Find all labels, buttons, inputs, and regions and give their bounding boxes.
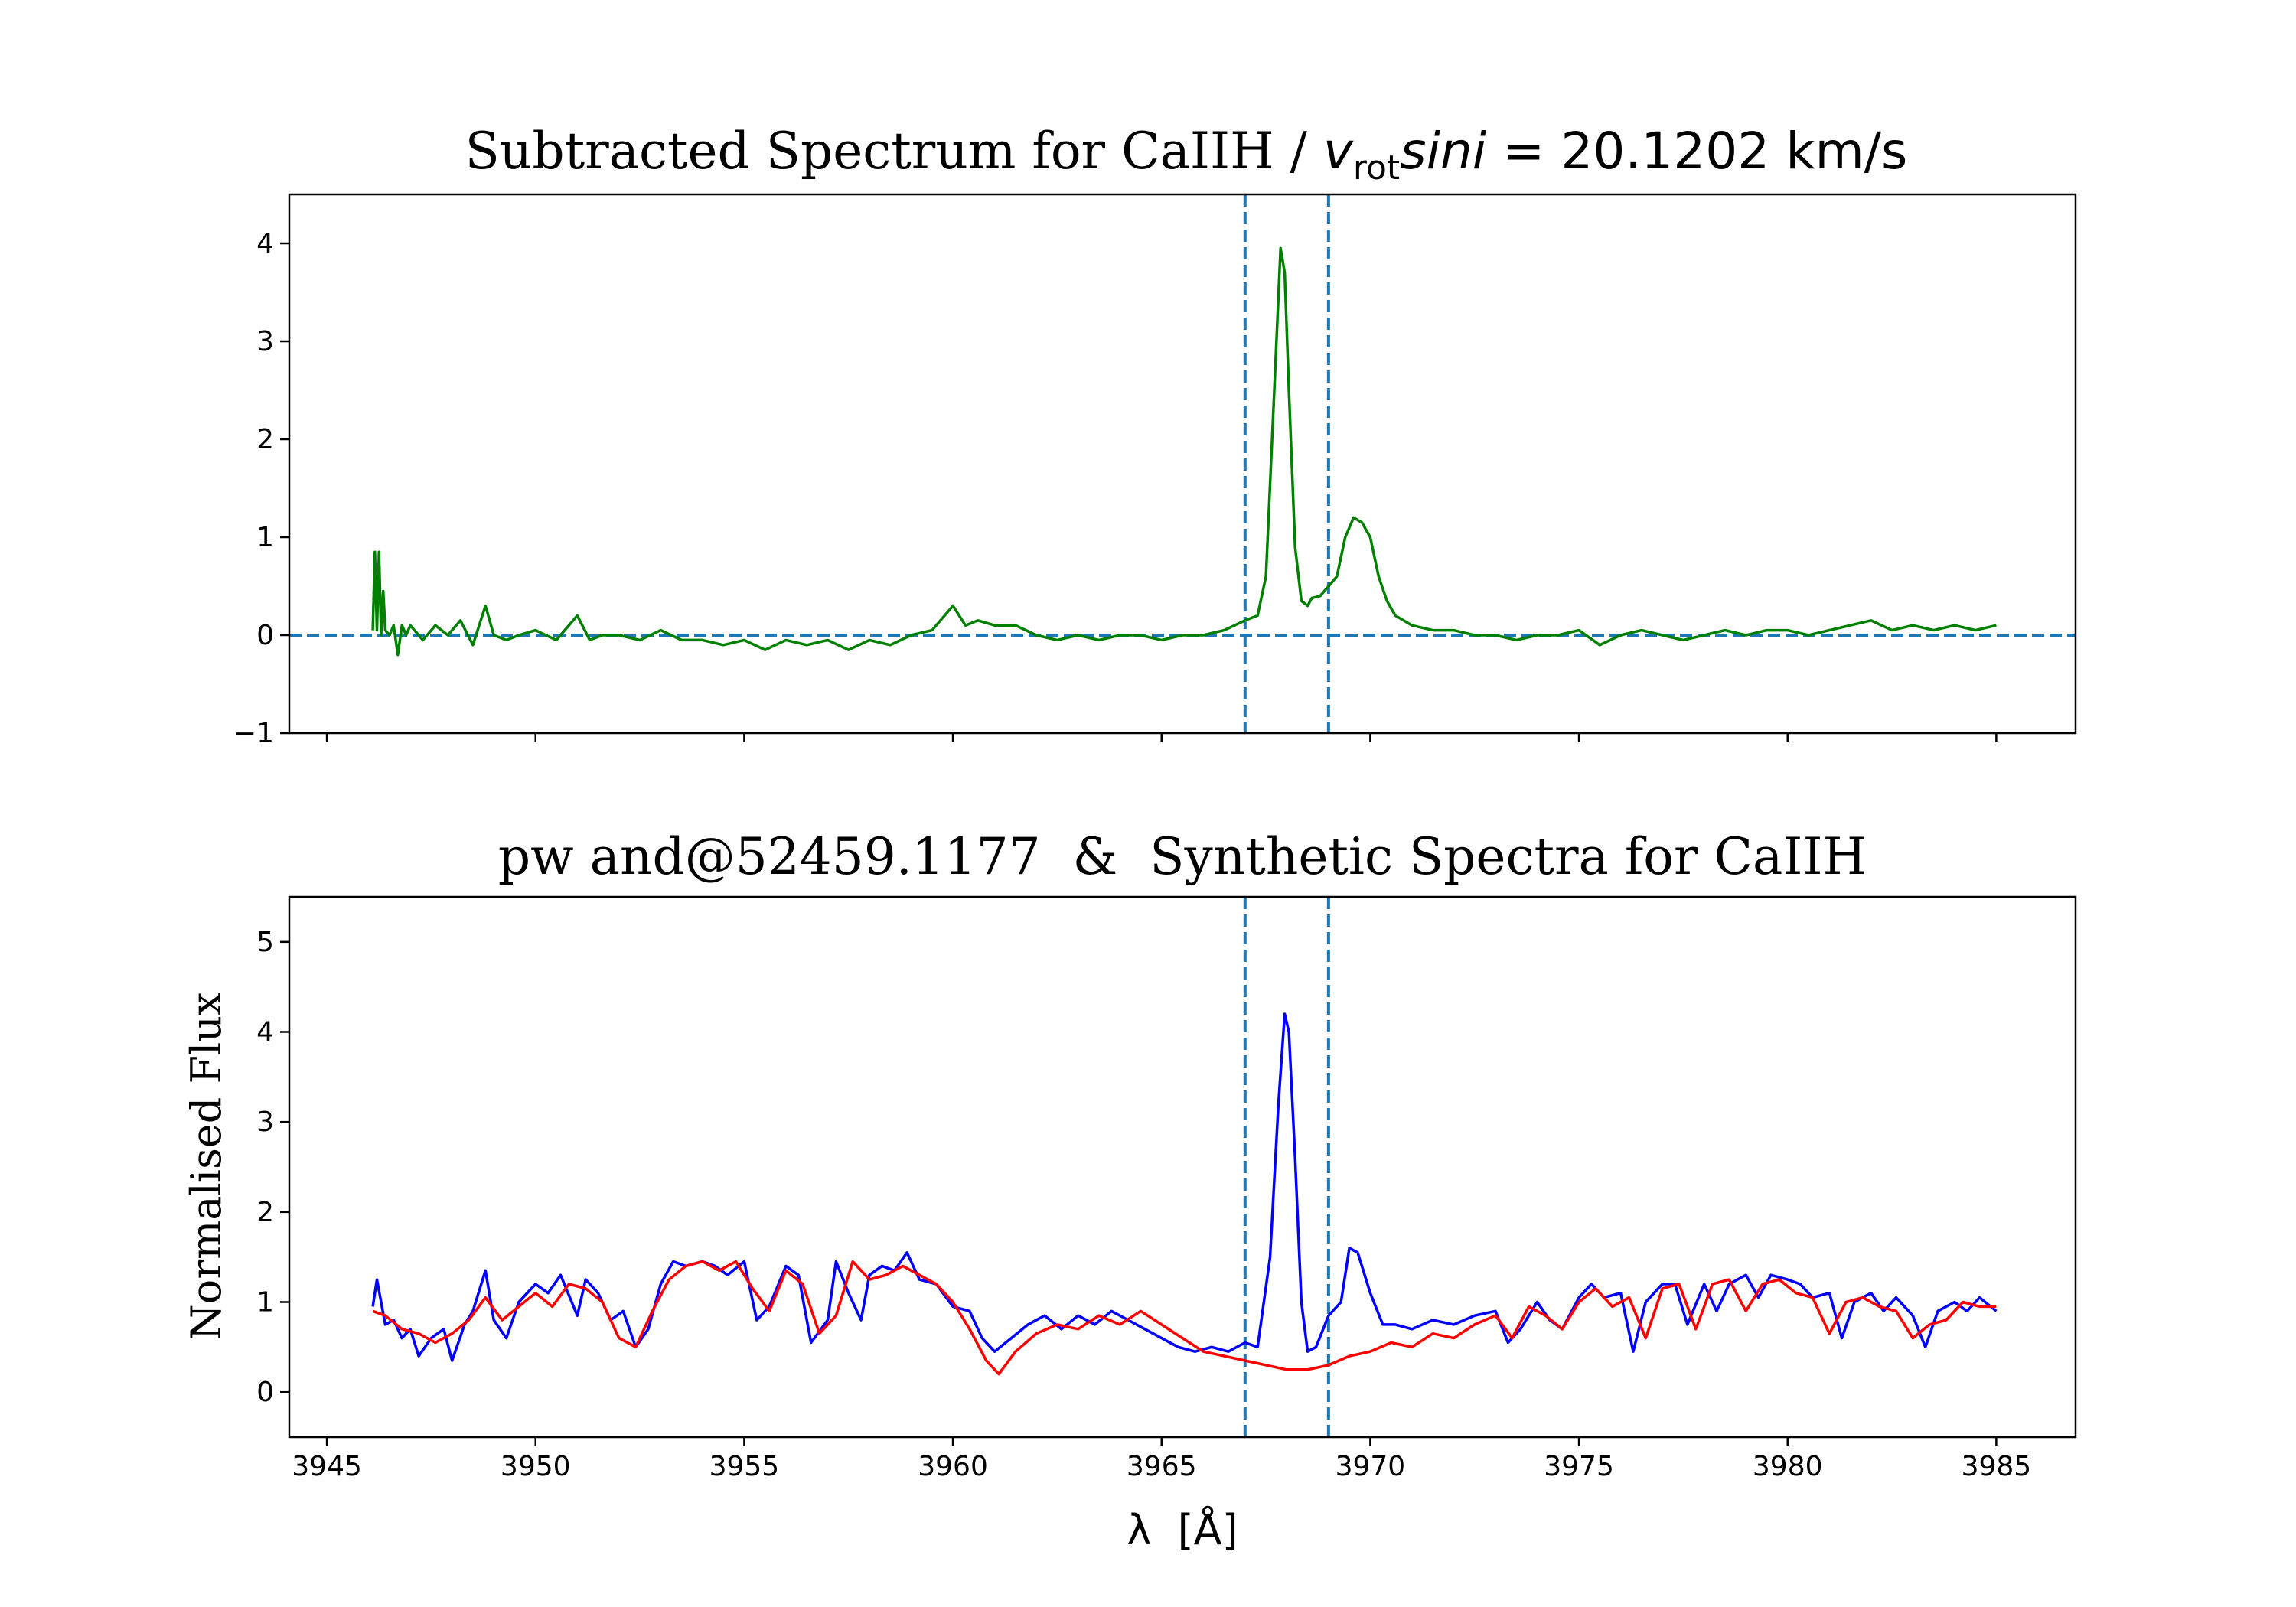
bottom-axes-frame (288, 895, 2077, 1439)
y-axis-label: Normalised Flux (182, 993, 230, 1341)
bottom-panel-title: pw and@52459.1177 & Synthetic Spectra fo… (498, 827, 1867, 886)
top-ytick-label: 3 (256, 326, 274, 357)
bottom-xtick-label: 3960 (918, 1451, 988, 1482)
bottom-ytick-label: 2 (256, 1197, 274, 1228)
bottom-ytick-label: 4 (256, 1017, 274, 1048)
bottom-xtick-label: 3965 (1127, 1451, 1197, 1482)
top-ytick-label: 4 (256, 228, 274, 259)
bottom-xtick-label: 3985 (1962, 1451, 2032, 1482)
bottom-reference-lines (1243, 897, 1330, 1437)
bottom-ytick-label: 0 (256, 1377, 274, 1408)
bottom-xtick-label: 3950 (501, 1451, 571, 1482)
bottom-xtick-label: 3970 (1336, 1451, 1406, 1482)
bottom-ytick-label: 5 (256, 927, 274, 958)
top-axes-frame (288, 193, 2077, 735)
bottom-xtick-label: 3980 (1753, 1451, 1823, 1482)
top-ytick-label: 1 (256, 522, 274, 553)
bottom-series-observed (371, 1012, 1998, 1362)
bottom-ytick-label: 1 (256, 1287, 274, 1319)
observed-synthetic-panel: pw and@52459.1177 & Synthetic Spectra fo… (182, 827, 2077, 1554)
bottom-series-synthetic (372, 1260, 1997, 1376)
bottom-ytick-label: 3 (256, 1107, 274, 1138)
subtracted-spectrum-panel: Subtracted Spectrum for CaIIH / vrotsini… (233, 122, 2077, 749)
bottom-xtick-label: 3955 (709, 1451, 780, 1482)
top-ytick-label: 2 (256, 424, 274, 455)
bottom-xtick-label: 3945 (292, 1451, 362, 1482)
bottom-xtick-label: 3975 (1544, 1451, 1614, 1482)
top-panel-title: Subtracted Spectrum for CaIIH / vrotsini… (465, 122, 1908, 187)
top-axis-ticks: −1 0 1 2 3 4 (233, 228, 1998, 749)
top-series (371, 246, 1997, 657)
top-ytick-label: −1 (233, 718, 274, 749)
top-ytick-label: 0 (256, 620, 274, 651)
bottom-axis-ticks: 0 1 2 3 4 5 3945 3950 3955 3960 3965 3970 3975 3980 39… (256, 927, 2031, 1482)
top-reference-lines (289, 194, 2076, 733)
top-series-subtracted (371, 246, 1997, 657)
x-axis-label: λ [Å] (1127, 1505, 1238, 1554)
bottom-series (371, 1012, 1998, 1376)
